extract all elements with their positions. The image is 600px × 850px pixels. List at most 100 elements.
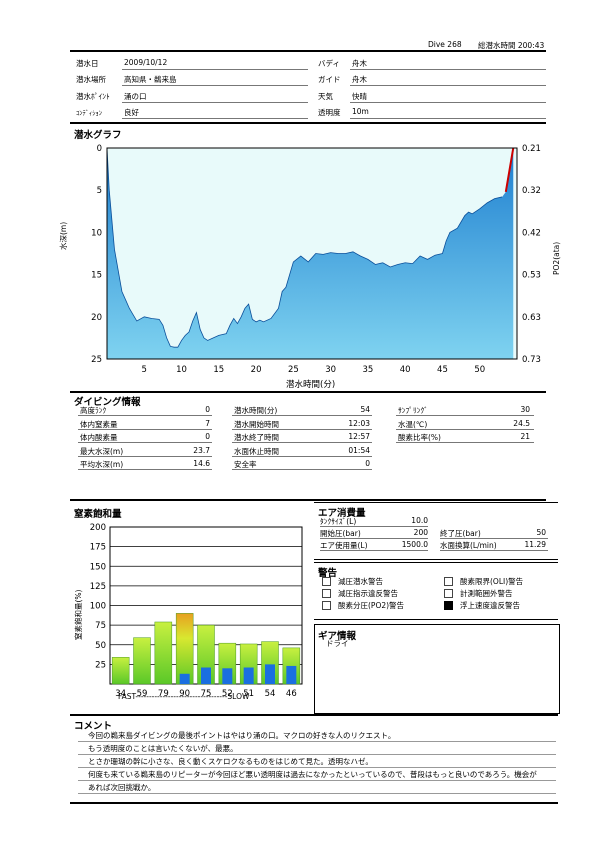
diving-info-value: 0: [365, 459, 370, 468]
dive-point-value: 涌の口: [124, 92, 147, 101]
diving-info-value: 23.7: [193, 445, 210, 455]
air-title: エア消費量: [318, 508, 366, 519]
o2-bar: [201, 667, 211, 684]
po2-tick-label: 0.42: [522, 228, 541, 238]
diving-info-value: 14.6: [193, 459, 210, 468]
tank-size-value: 10.0: [411, 516, 428, 525]
warnings-box: [314, 562, 558, 620]
warning-label: 酸素分圧(PO2)警告: [338, 601, 405, 610]
bar-y-tick-label: 75: [95, 621, 106, 631]
depth-tick-label: 20: [91, 313, 102, 323]
row-underline: [320, 550, 428, 551]
time-tick-label: 15: [213, 365, 224, 375]
dive-site-value: 高知県・鵜来島: [124, 75, 177, 84]
comment-underline: [78, 754, 556, 755]
time-tick-label: 20: [251, 365, 262, 375]
depth-line: [106, 147, 503, 348]
bar-category-label: 75: [201, 689, 212, 699]
po2-tick-label: 0.73: [522, 355, 541, 365]
dive-date-value: 2009/10/12: [124, 58, 168, 67]
dive-site-label: 潜水場所: [76, 75, 106, 84]
warning-checkbox[interactable]: [322, 601, 331, 610]
warning-checkbox[interactable]: [444, 601, 453, 610]
po2-tick-label: 0.63: [522, 313, 541, 323]
ascent-line: [504, 147, 515, 193]
warning-label: 減圧指示違反警告: [338, 589, 398, 598]
bar-y-tick-label: 175: [90, 543, 106, 553]
n2-bar: [133, 637, 151, 685]
bar-y-tick-label: 50: [95, 641, 106, 651]
row-underline: [350, 69, 546, 70]
nitrogen-chart-svg: 25 50 75 100 125 150 175 200 34 59 79 90 75 52 51 54 46: [90, 523, 303, 699]
time-tick-label: 5: [142, 365, 147, 375]
gear-title: ギア情報: [318, 631, 357, 642]
time-tick-label: 50: [474, 365, 485, 375]
end-pressure-value: 50: [536, 528, 546, 537]
diving-info-rule: [70, 391, 546, 393]
diving-info-label: 潜水開始時間: [234, 419, 279, 429]
graph-ylabel-right: PO2(ata): [552, 241, 561, 275]
o2-bar: [265, 664, 275, 684]
depth-area: [107, 148, 514, 359]
graph-title: 潜水グラフ: [74, 130, 122, 141]
warning-label: 酸素限界(OLI)警告: [460, 577, 524, 586]
nitrogen-ylabel: 窒素飽和量(%): [74, 589, 83, 640]
po2-tick-label: 0.32: [522, 186, 541, 196]
warning-checkbox[interactable]: [444, 589, 453, 598]
bar-category-label: 79: [158, 689, 169, 699]
row-underline: [122, 102, 308, 103]
row-underline: [232, 455, 372, 457]
visibility-value: 10m: [352, 107, 369, 116]
diving-info-value: 24.5: [513, 418, 530, 428]
diving-info-value: 12:03: [348, 418, 370, 428]
weather-label: 天気: [318, 92, 333, 101]
warning-checkbox[interactable]: [444, 577, 453, 586]
nitrogen-footer: FAST----------------------------------SL…: [118, 692, 250, 701]
row-underline: [232, 428, 372, 430]
comment-underline: [78, 767, 556, 768]
tank-size-label: ﾀﾝｸｻｲｽﾞ(L): [320, 517, 357, 526]
row-underline: [122, 118, 308, 119]
row-underline: [232, 469, 372, 470]
diving-info-label: 潜水終了時間: [234, 433, 279, 442]
warning-label: 減圧潜水警告: [338, 577, 383, 586]
comment-line-text: 今回の鵜来島ダイビングの最後ポイントはやはり涌の口。マクロの好きな人のリクエスト…: [88, 731, 396, 740]
condition-value: 良好: [124, 108, 139, 117]
bar-category-label: 52: [222, 689, 233, 699]
comment-underline: [78, 780, 556, 781]
air-box: [314, 502, 558, 560]
bar-y-tick-label: 100: [90, 602, 106, 612]
diving-info-label: 平均水深(m): [80, 460, 124, 469]
time-tick-label: 45: [437, 365, 448, 375]
nitrogen-title: 窒素飽和量: [74, 509, 122, 520]
dive-number: Dive 268: [428, 40, 462, 49]
po2-tick-label: 0.53: [522, 271, 541, 281]
depth-tick-label: 5: [97, 186, 102, 196]
row-underline: [78, 415, 212, 416]
comment-title: コメント: [74, 721, 113, 732]
buddy-label: バディ: [318, 59, 340, 68]
depth-tick-label: 0: [97, 144, 102, 154]
warning-checkbox[interactable]: [322, 577, 331, 586]
comment-underline: [78, 793, 556, 794]
depth-tick-label: 10: [91, 228, 102, 238]
diving-info-value: 30: [520, 405, 530, 414]
nitrogen-chart: 25 50 75 100 125 150 175 200 34 59 79 90 75 52 51 54 46: [78, 520, 308, 714]
diving-info-label: 水温(℃): [398, 419, 428, 429]
time-tick-label: 35: [362, 365, 373, 375]
diving-info-label: 最大水深(m): [80, 446, 124, 456]
comment-underline: [78, 741, 556, 742]
condition-label: ｺﾝﾃﾞｨｼｮﾝ: [76, 109, 102, 117]
time-tick-label: 40: [400, 365, 411, 375]
depth-tick-label: 15: [91, 271, 102, 281]
guide-label: ガイド: [318, 75, 341, 84]
row-underline: [78, 428, 212, 430]
row-underline: [320, 526, 428, 527]
diving-info-label: 潜水時間(分): [234, 406, 278, 415]
comment-line-text: 何度も来ている鵜来島のリピーターが今回ほど悪い透明度は過去になかったといっている…: [88, 770, 537, 779]
bar-y-tick-label: 125: [90, 582, 106, 592]
warning-checkbox[interactable]: [322, 589, 331, 598]
row-underline: [78, 455, 212, 457]
n2-bar: [111, 657, 130, 685]
row-underline: [396, 415, 534, 416]
